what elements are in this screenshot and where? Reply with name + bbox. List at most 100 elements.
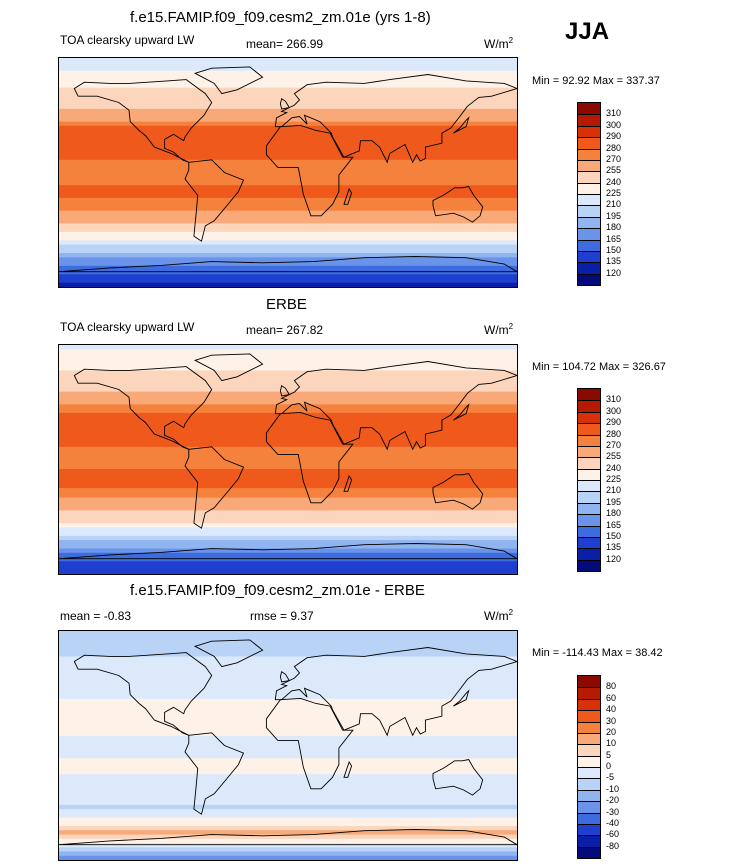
zonal-band <box>59 720 517 724</box>
zonal-band <box>59 557 517 562</box>
colorbar-tick-label: 290 <box>606 417 622 428</box>
coastline-africa <box>265 124 354 217</box>
zonal-band <box>59 443 517 448</box>
colorbar-tick-label: 80 <box>606 681 617 692</box>
colorbar-tick-label: 195 <box>606 496 622 507</box>
zonal-band <box>59 694 517 700</box>
zonal-band <box>59 204 517 209</box>
zonal-band <box>59 87 517 93</box>
zonal-band <box>59 809 517 814</box>
colorbar-swatch <box>578 434 600 446</box>
colorbar-tick-label: 5 <box>606 749 612 760</box>
panel1-map <box>58 57 518 288</box>
panel3-map <box>58 630 518 861</box>
zonal-band <box>59 767 517 772</box>
zonal-band <box>59 257 517 263</box>
zonal-band <box>59 427 517 432</box>
colorbar-tick-label: 195 <box>606 210 622 221</box>
zonal-band <box>59 465 517 470</box>
zonal-band <box>59 143 517 148</box>
zonal-band <box>59 430 517 435</box>
zonal-band <box>59 387 517 393</box>
zonal-band <box>59 838 517 844</box>
zonal-band <box>59 62 517 68</box>
coastline-antarctica <box>59 256 517 273</box>
zonal-band <box>59 137 517 142</box>
zonal-band <box>59 194 517 199</box>
colorbar-swatch <box>578 228 600 240</box>
zonal-band <box>59 175 517 180</box>
colorbar-swatch <box>578 732 600 745</box>
zonal-band <box>59 739 517 743</box>
zonal-band <box>59 843 517 848</box>
panel3-units: W/m2 <box>484 608 514 624</box>
zonal-band <box>59 185 517 190</box>
zonal-band <box>59 349 517 355</box>
zonal-band <box>59 383 517 389</box>
colorbar-swatch <box>578 710 600 722</box>
zonal-band <box>59 156 517 161</box>
zonal-band <box>59 855 517 860</box>
zonal-band <box>59 462 517 467</box>
zonal-band <box>59 635 517 641</box>
coastline-madagascar <box>343 187 353 205</box>
zonal-band <box>59 710 517 715</box>
zonal-band <box>59 514 517 520</box>
colorbar-swatch <box>578 491 600 503</box>
coastline-south-america <box>184 159 245 242</box>
colorbar-swatch <box>578 262 600 274</box>
zonal-band <box>59 751 517 756</box>
colorbar-tick-label: 20 <box>606 726 617 737</box>
colorbar-swatch <box>578 411 600 424</box>
colorbar-swatch <box>578 400 600 412</box>
colorbar-swatch <box>578 801 600 813</box>
zonal-band <box>59 117 517 123</box>
colorbar-swatch <box>578 559 600 571</box>
zonal-band <box>59 147 517 151</box>
zonal-band <box>59 178 517 183</box>
zonal-band <box>59 745 517 750</box>
colorbar-swatch <box>578 171 600 183</box>
zonal-band <box>59 796 517 802</box>
colorbar-swatch <box>578 159 600 172</box>
zonal-band <box>59 210 517 216</box>
zonal-band <box>59 523 517 528</box>
colorbar-tick-label: 150 <box>606 530 622 541</box>
colorbar-swatch <box>578 687 600 699</box>
zonal-band <box>59 166 517 170</box>
zonal-band <box>59 548 517 554</box>
coastline-eurasia <box>274 647 517 737</box>
panel3-colorbar: 80 60 40 30 20 10 5 0 -5 -10 -20 -30 -40 -60 -80 <box>577 675 619 859</box>
panel1-minmax: Min = 92.92 Max = 337.37 <box>532 75 660 87</box>
zonal-band <box>59 804 517 810</box>
zonal-band <box>59 484 517 489</box>
zonal-band <box>59 639 517 645</box>
zonal-band <box>59 153 517 158</box>
colorbar-tick-label: 310 <box>606 394 622 405</box>
colorbar-swatch <box>578 103 600 115</box>
zonal-band <box>59 764 517 769</box>
panel1-units: W/m2 <box>484 36 514 52</box>
zonal-band <box>59 66 517 72</box>
colorbar-swatch <box>578 216 600 229</box>
colorbar-tick-label: -30 <box>606 806 620 817</box>
zonal-band <box>59 79 517 85</box>
zonal-band <box>59 681 517 687</box>
zonal-band <box>59 219 517 224</box>
coastline-africa <box>265 697 354 790</box>
zonal-band <box>59 729 517 734</box>
zonal-band <box>59 531 517 537</box>
colorbar-tick-label: 0 <box>606 761 612 771</box>
zonal-band <box>59 552 517 558</box>
colorbar-tick-label: -40 <box>606 817 620 828</box>
zonal-band <box>59 265 517 271</box>
zonal-band <box>59 481 517 486</box>
zonal-band <box>59 478 517 483</box>
map-svg <box>59 345 517 574</box>
zonal-band <box>59 475 517 480</box>
zonal-band <box>59 716 517 721</box>
colorbar-tick-label: -5 <box>606 772 615 783</box>
colorbar-tick-label: 135 <box>606 542 622 553</box>
zonal-band <box>59 412 517 418</box>
zonal-band <box>59 488 517 492</box>
